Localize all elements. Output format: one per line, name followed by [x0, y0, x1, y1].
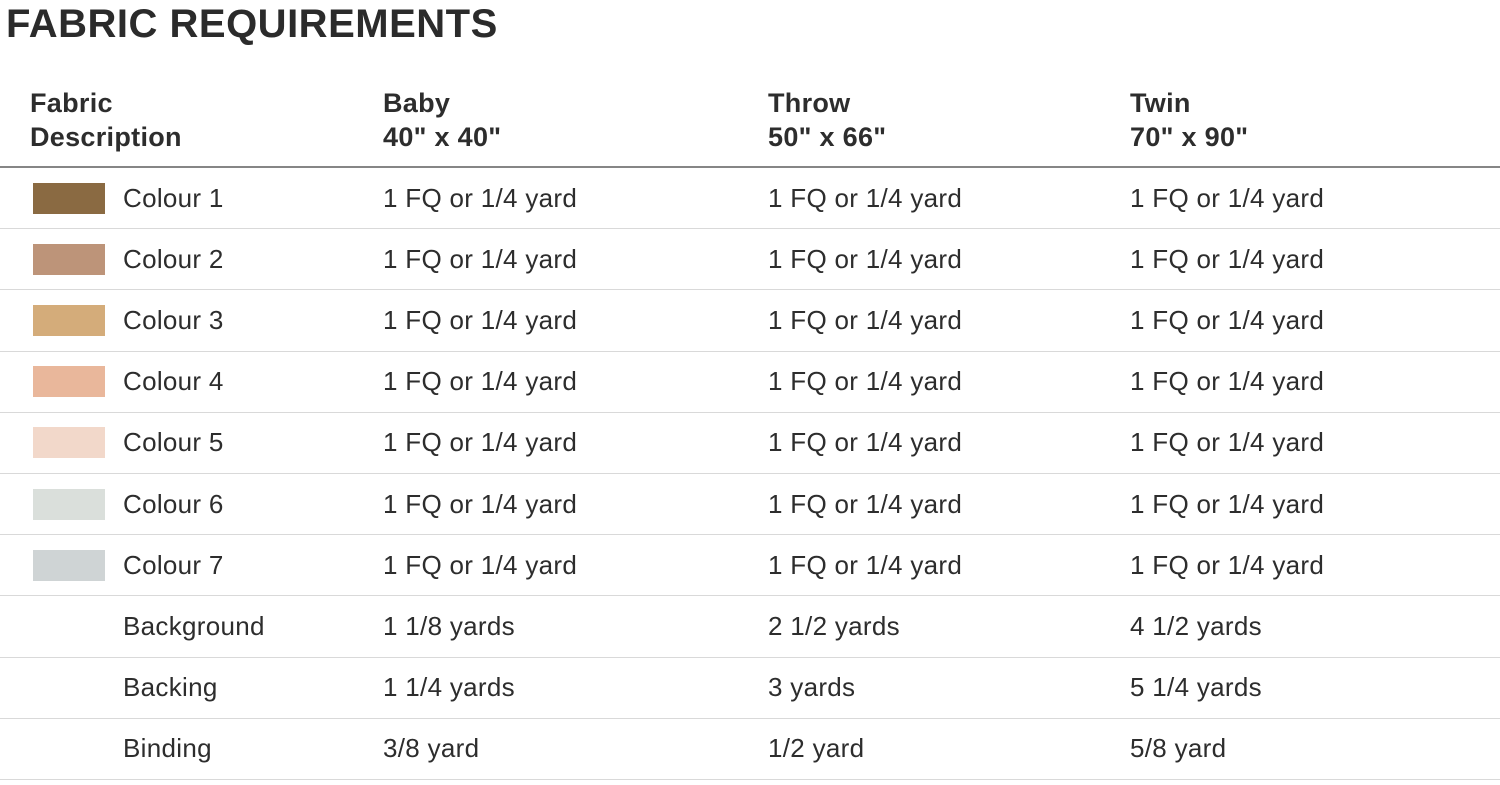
table-row: Backing 1 1/4 yards 3 yards 5 1/4 yards [0, 658, 1500, 719]
baby-quantity: 1 FQ or 1/4 yard [383, 427, 578, 458]
twin-quantity: 1 FQ or 1/4 yard [1130, 549, 1325, 580]
twin-quantity: 1 FQ or 1/4 yard [1130, 243, 1325, 274]
fabric-swatch [33, 182, 105, 214]
baby-quantity: 1 1/8 yards [383, 610, 515, 641]
twin-quantity: 1 FQ or 1/4 yard [1130, 182, 1325, 213]
baby-quantity: 1 FQ or 1/4 yard [383, 549, 578, 580]
table-body: Colour 1 1 FQ or 1/4 yard 1 FQ or 1/4 ya… [0, 168, 1500, 780]
throw-quantity: 1 FQ or 1/4 yard [768, 427, 963, 458]
table-header-row: Fabric Description Baby 40" x 40" Throw … [0, 86, 1500, 168]
fabric-description-cell: Colour 1 [0, 182, 383, 214]
column-header-fabric-description: Fabric Description [0, 86, 383, 154]
throw-quantity: 1 FQ or 1/4 yard [768, 182, 963, 213]
fabric-label: Colour 2 [123, 243, 224, 274]
column-header-sublabel: 50" x 66" [768, 122, 887, 152]
fabric-label: Colour 3 [123, 304, 224, 335]
baby-quantity: 1 FQ or 1/4 yard [383, 488, 578, 519]
fabric-label: Colour 6 [123, 488, 224, 519]
column-header-label: Fabric [30, 88, 113, 118]
fabric-description-cell: Backing [0, 672, 383, 703]
fabric-label: Binding [123, 733, 212, 764]
baby-quantity: 1 FQ or 1/4 yard [383, 243, 578, 274]
page-title: FABRIC REQUIREMENTS [6, 2, 498, 46]
table-row: Background 1 1/8 yards 2 1/2 yards 4 1/2… [0, 596, 1500, 658]
table-row: Colour 3 1 FQ or 1/4 yard 1 FQ or 1/4 ya… [0, 290, 1500, 352]
column-header-twin: Twin 70" x 90" [1130, 86, 1500, 154]
table-row: Binding 3/8 yard 1/2 yard 5/8 yard [0, 719, 1500, 780]
fabric-label: Colour 5 [123, 427, 224, 458]
twin-quantity: 4 1/2 yards [1130, 610, 1262, 641]
fabric-swatch [33, 304, 105, 336]
throw-quantity: 1 FQ or 1/4 yard [768, 243, 963, 274]
column-header-baby: Baby 40" x 40" [383, 86, 768, 154]
fabric-label: Colour 7 [123, 549, 224, 580]
fabric-requirements-table: Fabric Description Baby 40" x 40" Throw … [0, 86, 1500, 780]
baby-quantity: 1 FQ or 1/4 yard [383, 366, 578, 397]
fabric-description-cell: Binding [0, 733, 383, 764]
fabric-swatch [33, 488, 105, 520]
twin-quantity: 1 FQ or 1/4 yard [1130, 427, 1325, 458]
fabric-description-cell: Colour 3 [0, 304, 383, 336]
fabric-description-cell: Colour 4 [0, 366, 383, 398]
table-row: Colour 1 1 FQ or 1/4 yard 1 FQ or 1/4 ya… [0, 168, 1500, 230]
fabric-swatch [33, 243, 105, 275]
throw-quantity: 1/2 yard [768, 733, 865, 764]
fabric-description-cell: Background [0, 611, 383, 642]
throw-quantity: 2 1/2 yards [768, 610, 900, 641]
twin-quantity: 1 FQ or 1/4 yard [1130, 366, 1325, 397]
table-row: Colour 4 1 FQ or 1/4 yard 1 FQ or 1/4 ya… [0, 352, 1500, 413]
table-row: Colour 6 1 FQ or 1/4 yard 1 FQ or 1/4 ya… [0, 474, 1500, 536]
column-header-label: Twin [1130, 88, 1191, 118]
column-header-sublabel: 70" x 90" [1130, 122, 1249, 152]
baby-quantity: 1 FQ or 1/4 yard [383, 304, 578, 335]
twin-quantity: 5/8 yard [1130, 733, 1227, 764]
throw-quantity: 1 FQ or 1/4 yard [768, 488, 963, 519]
fabric-swatch [33, 427, 105, 459]
column-header-sublabel: 40" x 40" [383, 122, 502, 152]
fabric-label: Colour 1 [123, 182, 224, 213]
fabric-swatch [33, 611, 105, 642]
fabric-swatch [33, 549, 105, 581]
table-row: Colour 2 1 FQ or 1/4 yard 1 FQ or 1/4 ya… [0, 229, 1500, 291]
throw-quantity: 1 FQ or 1/4 yard [768, 366, 963, 397]
column-header-sublabel: Description [30, 122, 182, 152]
fabric-description-cell: Colour 5 [0, 427, 383, 459]
fabric-label: Backing [123, 672, 218, 703]
fabric-label: Colour 4 [123, 366, 224, 397]
baby-quantity: 1 FQ or 1/4 yard [383, 182, 578, 213]
throw-quantity: 1 FQ or 1/4 yard [768, 549, 963, 580]
fabric-label: Background [123, 610, 265, 641]
fabric-description-cell: Colour 6 [0, 488, 383, 520]
column-header-throw: Throw 50" x 66" [768, 86, 1130, 154]
fabric-swatch [33, 366, 105, 398]
fabric-swatch [33, 672, 105, 703]
fabric-description-cell: Colour 7 [0, 549, 383, 581]
table-row: Colour 5 1 FQ or 1/4 yard 1 FQ or 1/4 ya… [0, 413, 1500, 474]
column-header-label: Baby [383, 88, 451, 118]
twin-quantity: 1 FQ or 1/4 yard [1130, 304, 1325, 335]
table-row: Colour 7 1 FQ or 1/4 yard 1 FQ or 1/4 ya… [0, 535, 1500, 597]
throw-quantity: 1 FQ or 1/4 yard [768, 304, 963, 335]
twin-quantity: 5 1/4 yards [1130, 672, 1262, 703]
baby-quantity: 3/8 yard [383, 733, 480, 764]
throw-quantity: 3 yards [768, 672, 856, 703]
fabric-description-cell: Colour 2 [0, 243, 383, 275]
twin-quantity: 1 FQ or 1/4 yard [1130, 488, 1325, 519]
baby-quantity: 1 1/4 yards [383, 672, 515, 703]
column-header-label: Throw [768, 88, 851, 118]
fabric-swatch [33, 733, 105, 764]
